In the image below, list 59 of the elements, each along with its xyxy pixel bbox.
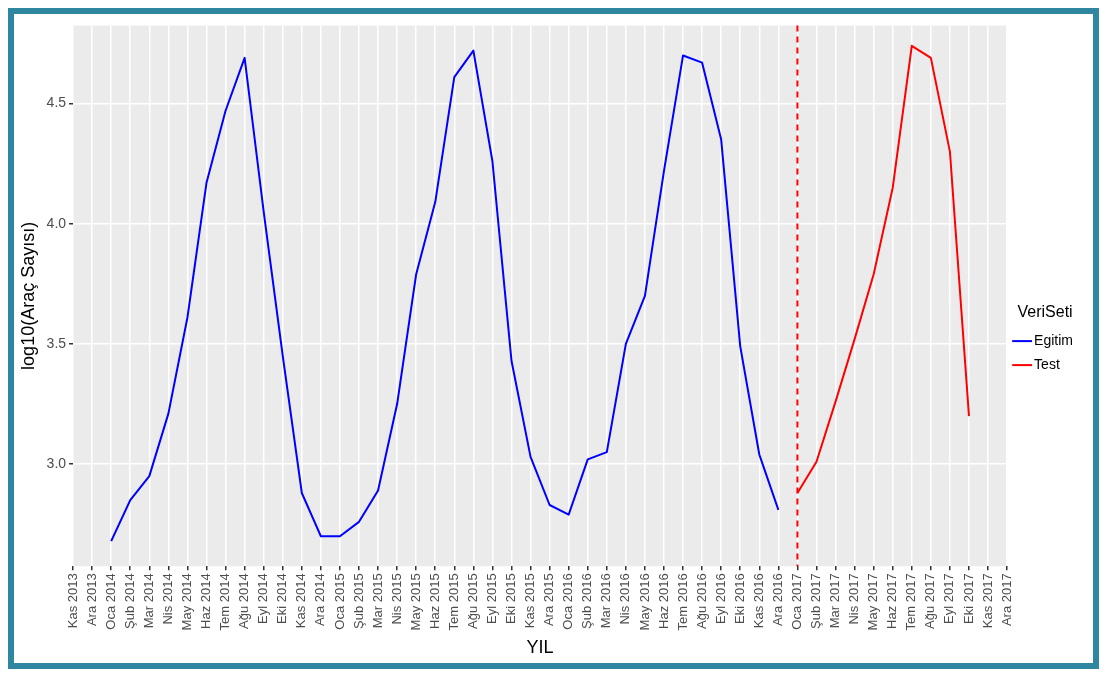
legend-label: Test	[1034, 355, 1060, 372]
y-tick-label: 3.5	[46, 334, 67, 351]
x-tick-label: Tem 2016	[674, 573, 690, 631]
x-tick-label: Eki 2014	[274, 573, 290, 624]
x-tick-label: Kas 2016	[750, 573, 766, 629]
x-tick-label: Şub 2017	[808, 573, 824, 629]
x-tick-label: Kas 2017	[979, 573, 995, 629]
x-tick-label: Ağu 2014	[236, 573, 252, 629]
x-tick-label: Oca 2016	[560, 573, 576, 630]
x-tick-label: Haz 2015	[426, 573, 442, 629]
x-tick-label: Eyl 2014	[255, 573, 271, 624]
x-tick-label: Eyl 2017	[941, 573, 957, 624]
x-tick-label: Ara 2017	[998, 573, 1014, 627]
x-tick-label: May 2015	[407, 573, 423, 631]
x-axis-title: YIL	[526, 637, 554, 658]
x-tick-label: Mar 2014	[140, 573, 156, 629]
y-tick-label: 4.0	[46, 214, 67, 231]
x-tick-label: Ağu 2017	[922, 573, 938, 629]
x-tick-label: Ara 2013	[83, 573, 99, 627]
x-tick-label: Nis 2016	[617, 573, 633, 625]
x-tick-label: Eyl 2015	[484, 573, 500, 624]
x-tick-label: Oca 2014	[102, 573, 118, 630]
x-tick-label: Eki 2016	[731, 573, 747, 624]
x-tick-label: Haz 2017	[884, 573, 900, 629]
x-tick-label: Nis 2017	[846, 573, 862, 625]
x-tick-label: Ara 2014	[312, 573, 328, 627]
x-tick-label: Haz 2014	[198, 573, 214, 629]
legend-title: VeriSeti	[1017, 303, 1073, 321]
x-tick-label: Tem 2015	[445, 573, 461, 631]
x-tick-label: Tem 2014	[217, 573, 233, 631]
x-tick-label: Nis 2015	[388, 573, 404, 625]
x-tick-label: Kas 2014	[293, 573, 309, 629]
x-tick-label: Eyl 2016	[712, 573, 728, 624]
x-tick-label: Eki 2017	[960, 573, 976, 624]
x-tick-label: Tem 2017	[903, 573, 919, 631]
legend-label: Egitim	[1034, 331, 1074, 348]
x-tick-label: Nis 2014	[159, 573, 175, 625]
x-tick-label: Mar 2015	[369, 573, 385, 629]
x-tick-label: Mar 2017	[827, 573, 843, 629]
x-tick-label: Şub 2014	[121, 573, 137, 629]
x-tick-label: Oca 2015	[331, 573, 347, 630]
x-tick-label: Kas 2015	[522, 573, 538, 629]
x-tick-label: May 2016	[636, 573, 652, 631]
x-tick-label: May 2017	[865, 573, 881, 631]
x-tick-label: Şub 2015	[350, 573, 366, 629]
y-tick-label: 3.0	[46, 455, 67, 471]
x-tick-label: Ağu 2015	[464, 573, 480, 629]
x-tick-label: Kas 2013	[64, 573, 80, 629]
y-axis-title: log10(Araç Sayısı)	[17, 221, 38, 370]
x-tick-label: Ara 2015	[541, 573, 557, 627]
x-tick-label: Eki 2015	[503, 573, 519, 624]
x-tick-label: Şub 2016	[579, 573, 595, 629]
y-tick-label: 4.5	[46, 94, 67, 111]
x-tick-label: Ara 2016	[769, 573, 785, 627]
x-tick-label: May 2014	[179, 573, 195, 631]
x-tick-label: Oca 2017	[789, 573, 804, 630]
x-tick-label: Mar 2016	[598, 573, 614, 629]
x-tick-label: Haz 2016	[655, 573, 671, 629]
x-tick-label: Ağu 2016	[693, 573, 709, 629]
